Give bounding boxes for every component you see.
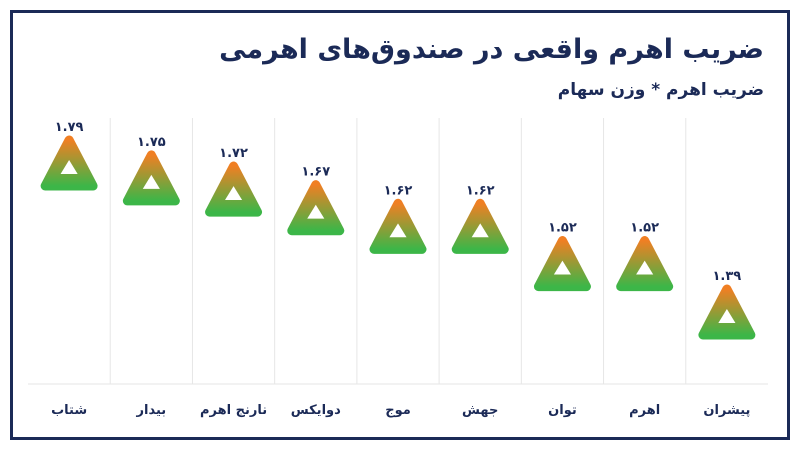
value-label: ۱.۶۲ — [384, 183, 413, 198]
value-label: ۱.۵۲ — [548, 221, 577, 236]
marker-inner-triangle — [60, 160, 78, 174]
marker-inner-triangle — [718, 309, 736, 323]
marker-inner-triangle — [389, 223, 407, 238]
marker-inner-triangle — [636, 260, 654, 275]
value-label: ۱.۷۵ — [137, 135, 166, 150]
chart-title: ضریب اهرم واقعی در صندوق‌های اهرمی — [219, 34, 764, 65]
category-label: نارنج اهرم — [200, 403, 267, 418]
marker-inner-triangle — [225, 186, 243, 201]
chart-subtitle: ضریب اهرم * وزن سهام — [557, 80, 764, 100]
marker-inner-triangle — [471, 223, 489, 238]
category-label: اهرم — [629, 403, 660, 418]
value-label: ۱.۵۲ — [630, 221, 659, 236]
marker-inner-triangle — [553, 260, 571, 275]
marker-inner-triangle — [142, 174, 160, 189]
category-label: موج — [385, 403, 411, 418]
category-label: بیدار — [136, 403, 167, 418]
value-label: ۱.۶۷ — [301, 165, 330, 180]
value-label: ۱.۳۹ — [713, 269, 742, 284]
value-label: ۱.۶۲ — [466, 183, 495, 198]
category-label: جهش — [462, 403, 498, 418]
category-label: شتاب — [51, 403, 87, 418]
category-label: دوایکس — [291, 403, 341, 418]
category-label: توان — [548, 403, 577, 418]
category-label: پیشران — [703, 403, 750, 418]
value-label: ۱.۷۲ — [219, 146, 248, 161]
value-label: ۱.۷۹ — [55, 120, 84, 135]
marker-inner-triangle — [307, 204, 325, 219]
